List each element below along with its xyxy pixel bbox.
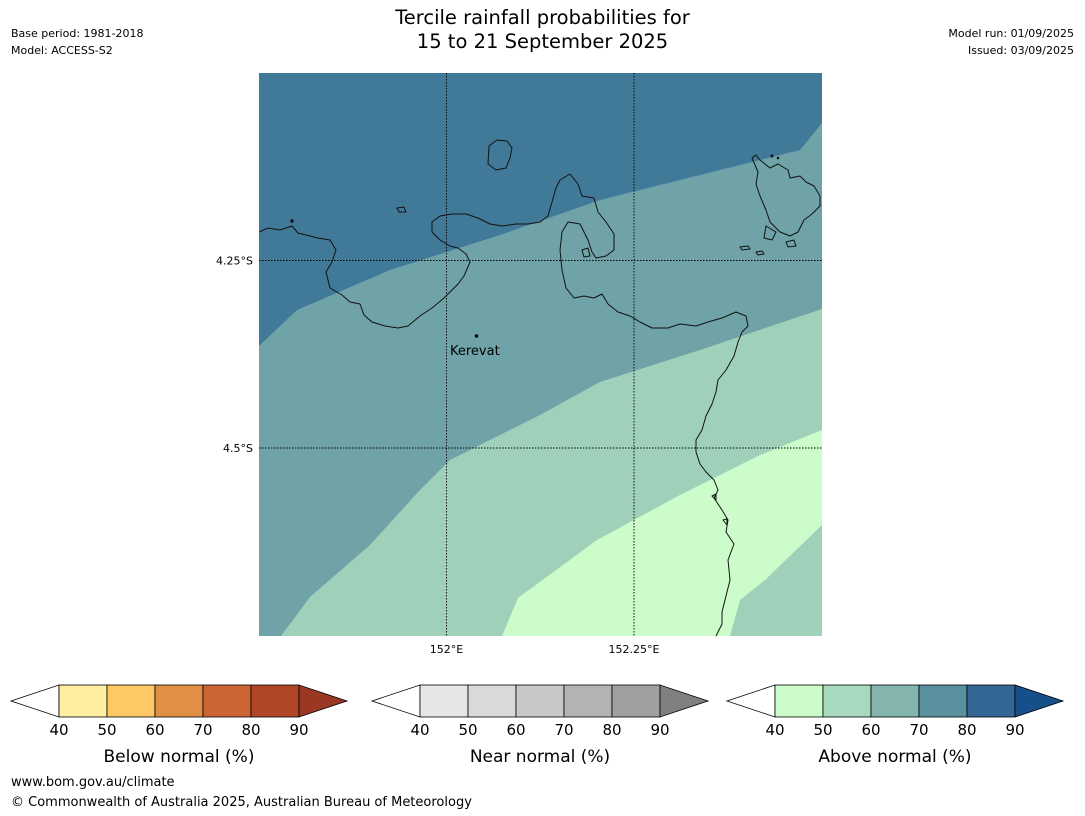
colorbar-1-tick-40: 40 <box>410 721 429 739</box>
island-2 <box>396 206 407 213</box>
colorbar-1-segment-2 <box>515 684 565 718</box>
colorbar-2-segment-3 <box>918 684 968 718</box>
colorbar-0-segment-0 <box>58 684 108 718</box>
map-panel: Kerevat <box>259 73 822 636</box>
islet-1 <box>290 219 294 223</box>
islet-2 <box>770 154 774 158</box>
island-6 <box>785 239 797 248</box>
colorbar-2-tick-80: 80 <box>957 721 976 739</box>
colorbar-2-segment-2 <box>870 684 920 718</box>
gridlines <box>259 73 822 636</box>
colorbar-1-tick-90: 90 <box>650 721 669 739</box>
kerevat-label: Kerevat <box>450 344 500 359</box>
colorbar-2-tick-40: 40 <box>765 721 784 739</box>
footer-url: www.bom.gov.au/climate <box>11 775 175 790</box>
colorbar-0-tick-50: 50 <box>97 721 116 739</box>
model-run-text: Model run: 01/09/2025 <box>948 27 1074 40</box>
colorbar-2-extend-low <box>725 684 776 718</box>
map-title: Tercile rainfall probabilities for 15 to… <box>0 6 1085 54</box>
header-meta-left: Base period: 1981-2018 Model: ACCESS-S2 <box>11 25 143 59</box>
model-text: Model: ACCESS-S2 <box>11 44 113 57</box>
colorbar-0-tick-60: 60 <box>145 721 164 739</box>
coastlines <box>259 139 821 636</box>
axis-labels: 4.25°S 4.5°S 152°E 152.25°E <box>216 255 659 657</box>
colorbar-2-extend-high <box>1014 684 1065 718</box>
colorbar-1-extend-high <box>659 684 710 718</box>
island-5 <box>755 250 765 256</box>
lon-label-152e: 152°E <box>430 643 463 656</box>
colorbar-1-tick-60: 60 <box>506 721 525 739</box>
colorbar-1-tick-80: 80 <box>602 721 621 739</box>
colorbar-1-extend-low <box>370 684 421 718</box>
colorbar-1: 40 50 60 70 80 90 Near normal (%) <box>370 684 710 767</box>
colorbar-2-label: Above normal (%) <box>818 747 971 767</box>
colorbar-2-segment-1 <box>822 684 872 718</box>
island-9 <box>722 518 728 526</box>
island-4 <box>739 245 751 251</box>
colorbar-2-segment-4 <box>966 684 1016 718</box>
island-3 <box>763 225 777 241</box>
colorbar-0-tick-90: 90 <box>289 721 308 739</box>
colorbar-2: 40 50 60 70 80 90 Above normal (%) <box>725 684 1065 767</box>
colorbar-0-tick-80: 80 <box>241 721 260 739</box>
colorbar-2-segment-0 <box>774 684 824 718</box>
lat-label-4-5s: 4.5°S <box>223 442 253 455</box>
colorbar-1-segment-3 <box>563 684 613 718</box>
colorbar-1-segment-4 <box>611 684 661 718</box>
island-7 <box>581 247 591 258</box>
footer-copyright: © Commonwealth of Australia 2025, Austra… <box>11 795 472 810</box>
island-duke-of-york <box>751 154 821 237</box>
colorbar-2-tick-60: 60 <box>861 721 880 739</box>
colorbar-0-tick-70: 70 <box>193 721 212 739</box>
colorbar-2-tick-50: 50 <box>813 721 832 739</box>
lat-label-4-25s: 4.25°S <box>216 255 253 268</box>
lon-label-152-25e: 152.25°E <box>609 643 660 656</box>
colorbar-1-tick-50: 50 <box>458 721 477 739</box>
colorbar-0-segment-2 <box>154 684 204 718</box>
colorbar-0-extend-high <box>298 684 349 718</box>
colorbar-1-label: Near normal (%) <box>470 747 610 767</box>
title-line-2: 15 to 21 September 2025 <box>416 30 669 53</box>
colorbar-1-segment-0 <box>419 684 469 718</box>
colorbar-0-segment-1 <box>106 684 156 718</box>
colorbar-0-segment-3 <box>202 684 252 718</box>
issued-text: Issued: 03/09/2025 <box>967 44 1074 57</box>
colorbar-0-label: Below normal (%) <box>104 747 255 767</box>
title-line-1: Tercile rainfall probabilities for <box>395 6 690 29</box>
island-1 <box>487 139 513 171</box>
base-period-text: Base period: 1981-2018 <box>11 27 144 40</box>
colorbar-2-tick-90: 90 <box>1005 721 1024 739</box>
colorbar-1-segment-1 <box>467 684 517 718</box>
colorbars: 40 50 60 70 80 90 Below normal (%) 40 50 60 70 80 90… <box>9 684 1065 767</box>
colorbar-0-extend-low <box>9 684 60 718</box>
colorbar-2-tick-70: 70 <box>909 721 928 739</box>
coastline-gazelle-peninsula <box>259 173 749 636</box>
band-above-40-50 <box>502 430 822 636</box>
colorbar-1-tick-70: 70 <box>554 721 573 739</box>
colorbar-0: 40 50 60 70 80 90 Below normal (%) <box>9 684 349 767</box>
colorbar-0-segment-4 <box>250 684 300 718</box>
header-meta-right: Model run: 01/09/2025 Issued: 03/09/2025 <box>948 25 1074 59</box>
colorbar-0-tick-40: 40 <box>49 721 68 739</box>
island-8 <box>711 493 717 501</box>
kerevat-marker <box>474 334 479 338</box>
islet-3 <box>776 156 780 160</box>
